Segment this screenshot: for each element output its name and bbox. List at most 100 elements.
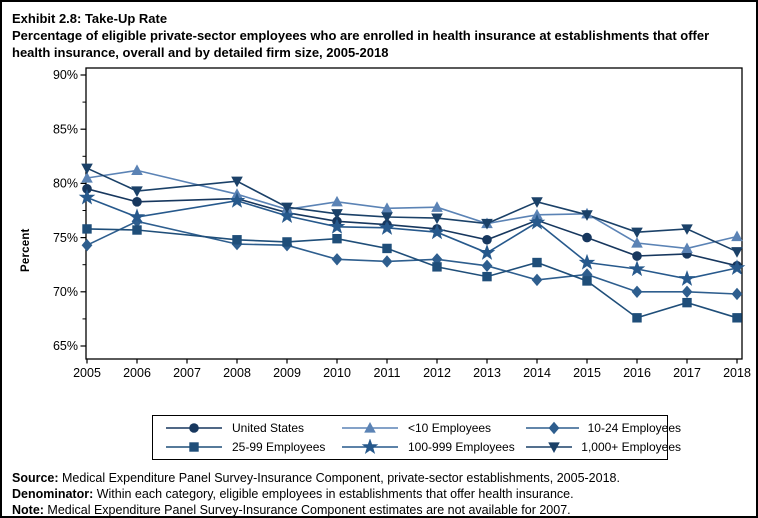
data-point-triangle-down bbox=[581, 210, 593, 221]
legend-key-star-icon bbox=[342, 439, 398, 455]
data-point-square bbox=[732, 313, 742, 323]
chart-legend: United States <10 Employees 10-24 Employee… bbox=[152, 415, 681, 460]
data-point-square bbox=[382, 243, 392, 254]
data-point-star bbox=[128, 208, 146, 225]
legend-label: 10-24 Employees bbox=[587, 421, 681, 435]
legend-label: 25-99 Employees bbox=[232, 440, 326, 454]
x-tick-label: 2013 bbox=[473, 366, 501, 380]
x-tick-label: 2007 bbox=[173, 366, 201, 380]
data-point-diamond bbox=[81, 238, 93, 252]
x-tick-label: 2010 bbox=[323, 366, 351, 380]
data-point-diamond bbox=[731, 287, 743, 301]
data-point-star bbox=[378, 219, 396, 235]
data-point-triangle-up bbox=[131, 164, 143, 175]
x-tick-label: 2008 bbox=[223, 366, 251, 380]
legend-key-triangle-up-icon bbox=[342, 422, 398, 433]
data-point-star bbox=[328, 218, 346, 234]
data-point-triangle-down bbox=[381, 212, 393, 224]
legend-label: <10 Employees bbox=[408, 421, 492, 435]
footnote-source-label: Source: bbox=[12, 471, 59, 485]
data-point-triangle-down bbox=[731, 247, 743, 258]
legend-label: 1,000+ Employees bbox=[581, 440, 681, 454]
data-point-circle bbox=[632, 251, 642, 261]
footnotes: Source: Medical Expenditure Panel Survey… bbox=[2, 460, 756, 517]
data-point-square bbox=[432, 262, 442, 272]
legend-key-circle-icon bbox=[166, 423, 222, 433]
data-point-circle bbox=[189, 423, 199, 433]
legend-label: United States bbox=[232, 421, 305, 435]
data-point-star bbox=[728, 259, 746, 276]
data-point-triangle-up bbox=[731, 230, 743, 242]
x-tick-label: 2006 bbox=[123, 366, 151, 380]
y-tick-label: 75% bbox=[53, 231, 78, 245]
data-point-circle bbox=[132, 197, 142, 207]
footnote-denominator: Denominator: Within each category, eligi… bbox=[12, 486, 746, 502]
data-point-star bbox=[428, 223, 446, 240]
data-point-square bbox=[232, 235, 242, 245]
x-tick-label: 2016 bbox=[623, 366, 651, 380]
legend-item-4: 100-999 Employees bbox=[341, 439, 525, 455]
data-point-triangle-down bbox=[548, 442, 560, 453]
data-point-star bbox=[361, 439, 379, 455]
x-tick-label: 2014 bbox=[523, 366, 551, 380]
legend-key-triangle-down-icon bbox=[526, 442, 573, 453]
x-tick-label: 2015 bbox=[573, 366, 601, 380]
y-tick-label: 65% bbox=[53, 339, 78, 353]
legend-key-square-icon bbox=[166, 442, 222, 452]
data-point-diamond bbox=[548, 421, 560, 435]
data-point-star bbox=[528, 213, 546, 230]
legend-key-diamond-icon bbox=[526, 421, 579, 435]
x-tick-label: 2011 bbox=[374, 366, 401, 380]
chart-svg: 65% 70% 75% 80% 85% 90% 2005 2006 2007 2008 2009 20… bbox=[53, 67, 751, 380]
y-axis-label: Percent bbox=[20, 228, 32, 272]
data-point-square bbox=[132, 225, 142, 235]
y-tick-label: 70% bbox=[53, 285, 78, 299]
data-point-circle bbox=[582, 232, 592, 243]
x-tick-label: 2009 bbox=[273, 366, 301, 380]
data-point-triangle-up bbox=[381, 202, 393, 213]
data-point-diamond bbox=[131, 215, 143, 228]
footnote-source-text: Medical Expenditure Panel Survey-Insuran… bbox=[58, 471, 620, 485]
data-point-triangle-up bbox=[431, 201, 443, 212]
data-point-triangle-down bbox=[81, 163, 93, 175]
data-point-triangle-up bbox=[631, 237, 643, 248]
data-point-square bbox=[332, 233, 342, 244]
data-point-triangle-down bbox=[281, 202, 293, 214]
legend-item-0: United States bbox=[165, 420, 341, 436]
y-tick-label: 90% bbox=[53, 68, 78, 82]
plot-border bbox=[85, 67, 743, 360]
data-point-triangle-down bbox=[631, 227, 643, 239]
data-point-square bbox=[82, 224, 92, 234]
footnote-denominator-text: Within each category, eligible employees… bbox=[93, 487, 574, 501]
footnote-note: Note: Medical Expenditure Panel Survey-I… bbox=[12, 502, 746, 517]
data-point-star bbox=[78, 188, 96, 205]
data-point-star bbox=[678, 270, 696, 286]
data-point-triangle-down bbox=[131, 186, 143, 197]
data-point-diamond bbox=[431, 253, 443, 266]
data-point-star bbox=[278, 207, 296, 223]
data-point-square bbox=[482, 271, 492, 282]
data-point-square bbox=[282, 237, 292, 247]
legend-item-1: <10 Employees bbox=[341, 420, 525, 436]
data-point-star bbox=[228, 192, 246, 208]
footnote-note-text: Medical Expenditure Panel Survey-Insuran… bbox=[43, 503, 571, 517]
x-tick-label: 2017 bbox=[673, 366, 701, 380]
data-point-diamond bbox=[381, 255, 393, 268]
data-point-diamond bbox=[481, 259, 493, 272]
data-point-triangle-up bbox=[364, 422, 376, 433]
data-point-diamond bbox=[531, 273, 543, 287]
data-point-diamond bbox=[681, 285, 693, 298]
x-tick-label: 2018 bbox=[723, 366, 751, 380]
data-point-square bbox=[582, 276, 592, 286]
data-point-triangle-up bbox=[81, 171, 93, 183]
data-point-triangle-down bbox=[231, 176, 243, 188]
footnote-source: Source: Medical Expenditure Panel Survey… bbox=[12, 470, 746, 486]
legend-item-2: 10-24 Employees bbox=[525, 420, 681, 436]
data-point-star bbox=[578, 253, 596, 270]
data-point-triangle-up bbox=[681, 242, 693, 254]
data-point-triangle-down bbox=[531, 197, 543, 208]
x-tick-label: 2012 bbox=[423, 366, 451, 380]
footnote-denominator-label: Denominator: bbox=[12, 487, 94, 501]
data-point-square bbox=[189, 442, 199, 452]
data-point-square bbox=[532, 257, 542, 268]
